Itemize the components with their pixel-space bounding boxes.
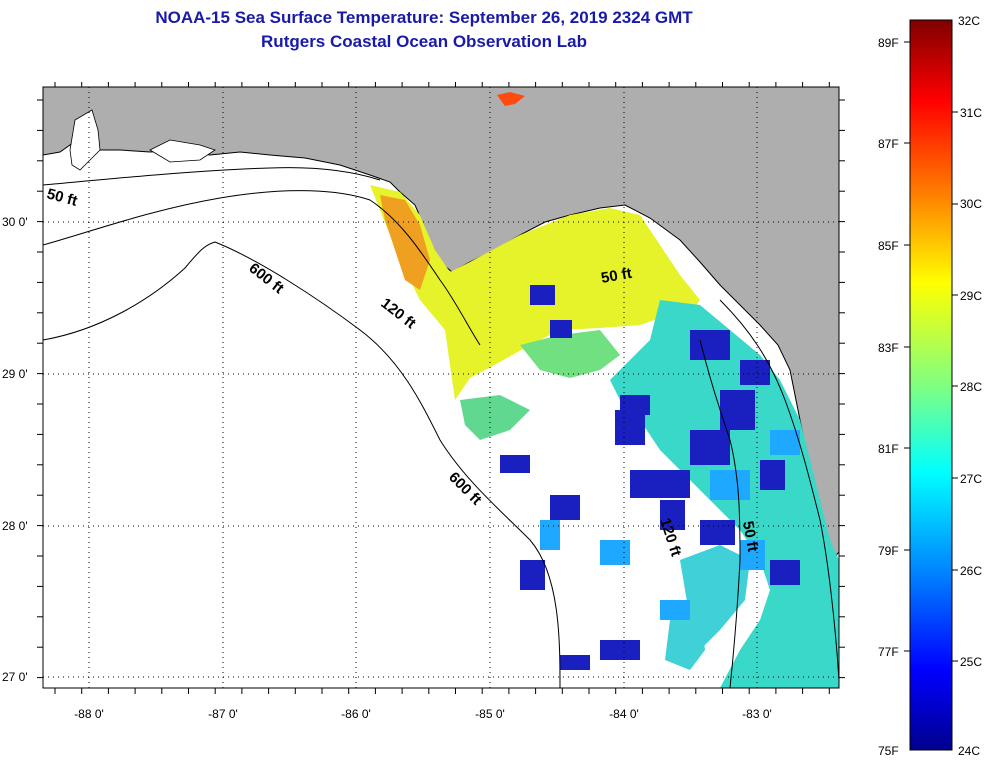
lat-tick-label: 30 0' (2, 215, 28, 229)
map-title: NOAA-15 Sea Surface Temperature: Septemb… (155, 8, 693, 27)
colorbar-c-label: 31C (960, 106, 983, 120)
sst-green-patches (520, 330, 620, 378)
lon-tick-label: -87 0' (208, 707, 238, 721)
lat-tick-label: 28 0' (2, 519, 28, 533)
colorbar-f-label: 77F (878, 645, 899, 659)
graticule (43, 87, 839, 688)
colorbar-f-label: 89F (878, 36, 899, 50)
colorbar-f-label: 85F (878, 239, 899, 253)
colorbar-c-label: 24C (958, 744, 981, 758)
lon-tick-label: -88 0' (74, 707, 104, 721)
contour-50ft-west (43, 167, 381, 186)
sst-cyan-patches (665, 615, 705, 670)
sst-light-blue-pixels (540, 430, 800, 620)
colorbar-ticks (904, 41, 958, 662)
map-frame (42, 86, 840, 689)
lat-tick-label: 27 0' (2, 670, 28, 684)
colorbar-c-label: 26C (960, 564, 983, 578)
contour-600ft (43, 241, 561, 688)
lon-tick-label: -86 0' (341, 707, 371, 721)
axis-ticks (37, 82, 845, 694)
colorbar-f-label: 75F (878, 744, 899, 758)
colorbar-c-label: 29C (960, 289, 983, 303)
colorbar-f-label: 81F (878, 442, 899, 456)
colorbar-c-label: 32C (958, 14, 981, 28)
sst-red-spot (497, 92, 525, 106)
contour-120ft-east (699, 339, 741, 688)
lon-tick-label: -85 0' (475, 707, 505, 721)
contour-label: 50 ft (739, 520, 761, 553)
colorbar-c-label: 27C (960, 472, 983, 486)
lon-tick-label: -84 0' (609, 707, 639, 721)
lat-tick-label: 29 0' (2, 367, 28, 381)
colorbar-c-label: 28C (960, 380, 983, 394)
colorbar-f-label: 83F (878, 341, 899, 355)
contour-120ft-west (43, 190, 481, 346)
bay (69, 109, 101, 171)
colorbar-f-label: 79F (878, 544, 899, 558)
colorbar-f-label: 87F (878, 137, 899, 151)
bay (149, 139, 216, 163)
contour-50ft-east (719, 299, 839, 681)
colorbar-c-label: 25C (960, 655, 983, 669)
contour-label: 50 ft (600, 265, 633, 287)
colorbar (909, 19, 953, 751)
lon-tick-label: -83 0' (742, 707, 772, 721)
sst-blue-pixels (500, 285, 800, 670)
sst-green-patches (460, 395, 530, 440)
colorbar-c-label: 30C (960, 197, 983, 211)
map-subtitle: Rutgers Coastal Ocean Observation Lab (261, 32, 587, 51)
